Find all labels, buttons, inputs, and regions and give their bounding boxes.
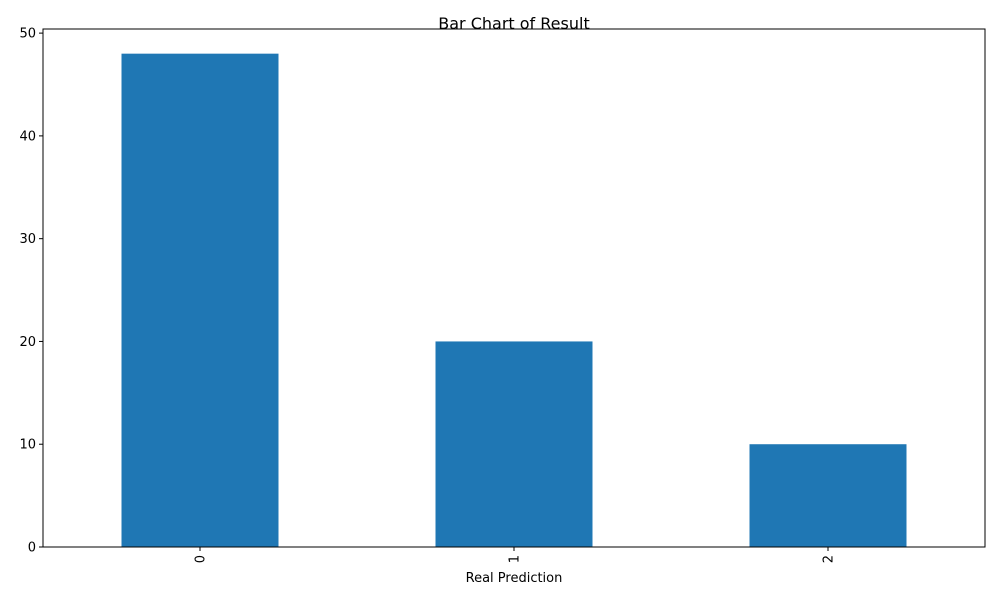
bar-2 [749, 444, 907, 547]
y-tick-label: 10 [19, 438, 36, 453]
bar-1 [435, 341, 593, 547]
bar-0 [121, 53, 279, 548]
y-tick-label: 20 [19, 335, 36, 350]
x-tick-label: 1 [508, 555, 523, 563]
x-tick-label: 0 [194, 555, 209, 563]
chart-title: Bar Chart of Result [438, 14, 589, 33]
x-axis: 0 1 2 [194, 547, 837, 563]
x-tick-label: 2 [822, 555, 837, 563]
y-tick-label: 40 [19, 129, 36, 144]
x-axis-label: Real Prediction [466, 571, 563, 586]
axes-frame [42, 28, 986, 548]
y-tick-label: 30 [19, 232, 36, 247]
y-axis: 0 10 20 30 40 50 [19, 27, 43, 556]
y-tick-label: 50 [19, 27, 36, 42]
bars-group [121, 53, 907, 548]
y-tick-label: 0 [28, 541, 36, 556]
